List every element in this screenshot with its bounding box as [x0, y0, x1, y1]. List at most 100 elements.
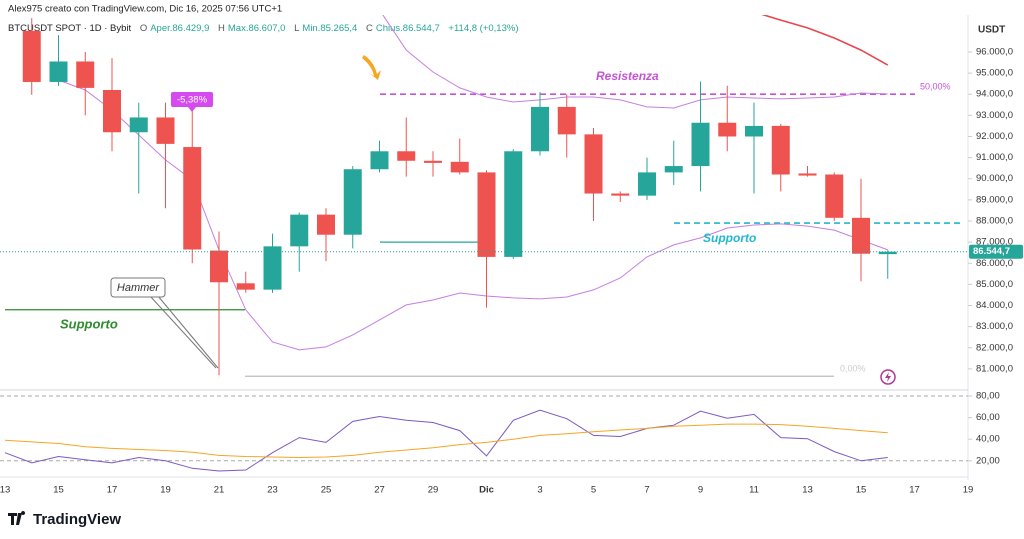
candle-body: [397, 151, 416, 161]
label-pointer: [188, 107, 196, 112]
x-tick-label: Dic: [479, 485, 494, 496]
x-tick-label: 19: [963, 485, 974, 496]
price-pane: [0, 15, 968, 377]
candle-body: [103, 90, 121, 133]
y-tick-label: 81.000,0: [976, 363, 1013, 374]
x-tick-label: 3: [537, 485, 542, 496]
y-tick-label: 92.000,0: [976, 131, 1013, 142]
candle-body: [477, 172, 496, 257]
candle-body: [745, 125, 763, 137]
author-line: Alex975 creato con TradingView.com, Dic …: [8, 4, 282, 15]
annotation: -5,38%: [177, 95, 208, 106]
symbol: BTCUSDT SPOT · 1D · Bybit: [8, 23, 132, 34]
x-tick-label: 11: [749, 485, 759, 496]
annotation: Supporto: [60, 316, 118, 331]
candle-body: [317, 214, 335, 235]
candle-body: [22, 30, 41, 82]
logo-mark: [8, 511, 26, 525]
y-tick-label: 89.000,0: [976, 194, 1013, 205]
y-tick-label: 82.000,0: [976, 342, 1013, 353]
candle-body: [718, 122, 737, 137]
candle-body: [263, 246, 282, 290]
x-tick-label: 13: [802, 485, 813, 496]
rsi-pane: [0, 395, 968, 472]
x-tick-label: 7: [644, 485, 649, 496]
last-price-box: [969, 244, 1023, 259]
x-tick-label: 5: [591, 485, 596, 496]
candle-body: [504, 151, 523, 257]
annotation: Hammer: [117, 282, 161, 294]
candle-body: [424, 160, 442, 163]
annotation: 0,00%: [840, 363, 866, 373]
y-tick-label: 95.000,0: [976, 68, 1013, 79]
x-tick-label: 25: [321, 485, 332, 496]
candle-body: [210, 250, 228, 283]
callout-line: [149, 295, 217, 369]
candle-body: [611, 193, 630, 196]
axes: 81.000,0 82.000,0 83.000,0 84.000,0 85.000,0…: [0, 46, 1023, 496]
candle-body: [370, 151, 389, 170]
ohlc-key: L: [294, 23, 299, 34]
axis-unit: USDT: [978, 25, 1005, 36]
y-tick-label: 91.000,0: [976, 152, 1013, 163]
candle-body: [664, 166, 683, 173]
legend: BTCUSDT SPOT · 1D · Bybit O Aper.86.429,9…: [8, 23, 519, 34]
overlay-line: [382, 15, 888, 109]
candle-body: [691, 122, 710, 167]
y-tick-label: 20,00: [976, 455, 1000, 466]
logo-text: TradingView: [33, 511, 121, 528]
annotation: Supporto: [703, 231, 756, 245]
y-tick-label: 94.000,0: [976, 89, 1013, 100]
candle-body: [183, 147, 202, 250]
y-tick-label: 90.000,0: [976, 173, 1013, 184]
candle-body: [156, 117, 175, 144]
candle-body: [852, 217, 870, 254]
candle-body: [638, 172, 656, 196]
y-tick-label: 93.000,0: [976, 110, 1013, 121]
candle-body: [76, 61, 95, 88]
candle-body: [236, 283, 255, 290]
candle-body: [798, 173, 817, 176]
x-tick-label: 17: [107, 485, 118, 496]
ohlc-key: O: [140, 23, 147, 34]
candle-body: [450, 161, 469, 173]
y-tick-label: 86.000,0: [976, 258, 1013, 269]
candle-body: [129, 117, 148, 133]
y-tick-label: 84.000,0: [976, 300, 1013, 311]
y-tick-label: 85.000,0: [976, 279, 1013, 290]
x-tick-label: 9: [698, 485, 703, 496]
candle-body: [49, 61, 68, 82]
ohlc-key: H: [218, 23, 225, 34]
x-tick-label: 19: [160, 485, 171, 496]
candle-body: [825, 174, 844, 218]
ohlc-key: C: [366, 23, 373, 34]
y-tick-label: 80,00: [976, 391, 1000, 402]
x-tick-label: 15: [53, 485, 64, 496]
y-tick-label: 83.000,0: [976, 321, 1013, 332]
callout-box: [110, 277, 166, 298]
arrow: [362, 55, 381, 80]
annotation: 50,00%: [920, 81, 951, 91]
candle-body: [584, 134, 603, 194]
x-tick-label: 17: [909, 485, 920, 496]
x-tick-label: 15: [856, 485, 867, 496]
event-icon[interactable]: [880, 369, 896, 385]
label-box: [171, 92, 213, 107]
x-tick-label: 21: [214, 485, 225, 496]
x-tick-label: 27: [374, 485, 385, 496]
y-tick-label: 60,00: [976, 412, 1000, 423]
last-price-label: 86.544,7: [973, 246, 1010, 257]
y-tick-label: 87.000,0: [976, 237, 1013, 248]
x-tick-label: 29: [428, 485, 439, 496]
y-tick-label: 96.000,0: [976, 46, 1013, 57]
candle-body: [531, 106, 549, 152]
y-tick-label: 40,00: [976, 434, 1000, 445]
candle-body: [878, 251, 897, 255]
x-tick-label: 13: [0, 485, 10, 496]
y-tick-label: 88.000,0: [976, 216, 1013, 227]
change: +114,8 (+0,13%): [448, 23, 518, 34]
annotation: Resistenza: [596, 69, 659, 83]
overlay-line: [761, 15, 889, 66]
candle-body: [771, 125, 790, 175]
